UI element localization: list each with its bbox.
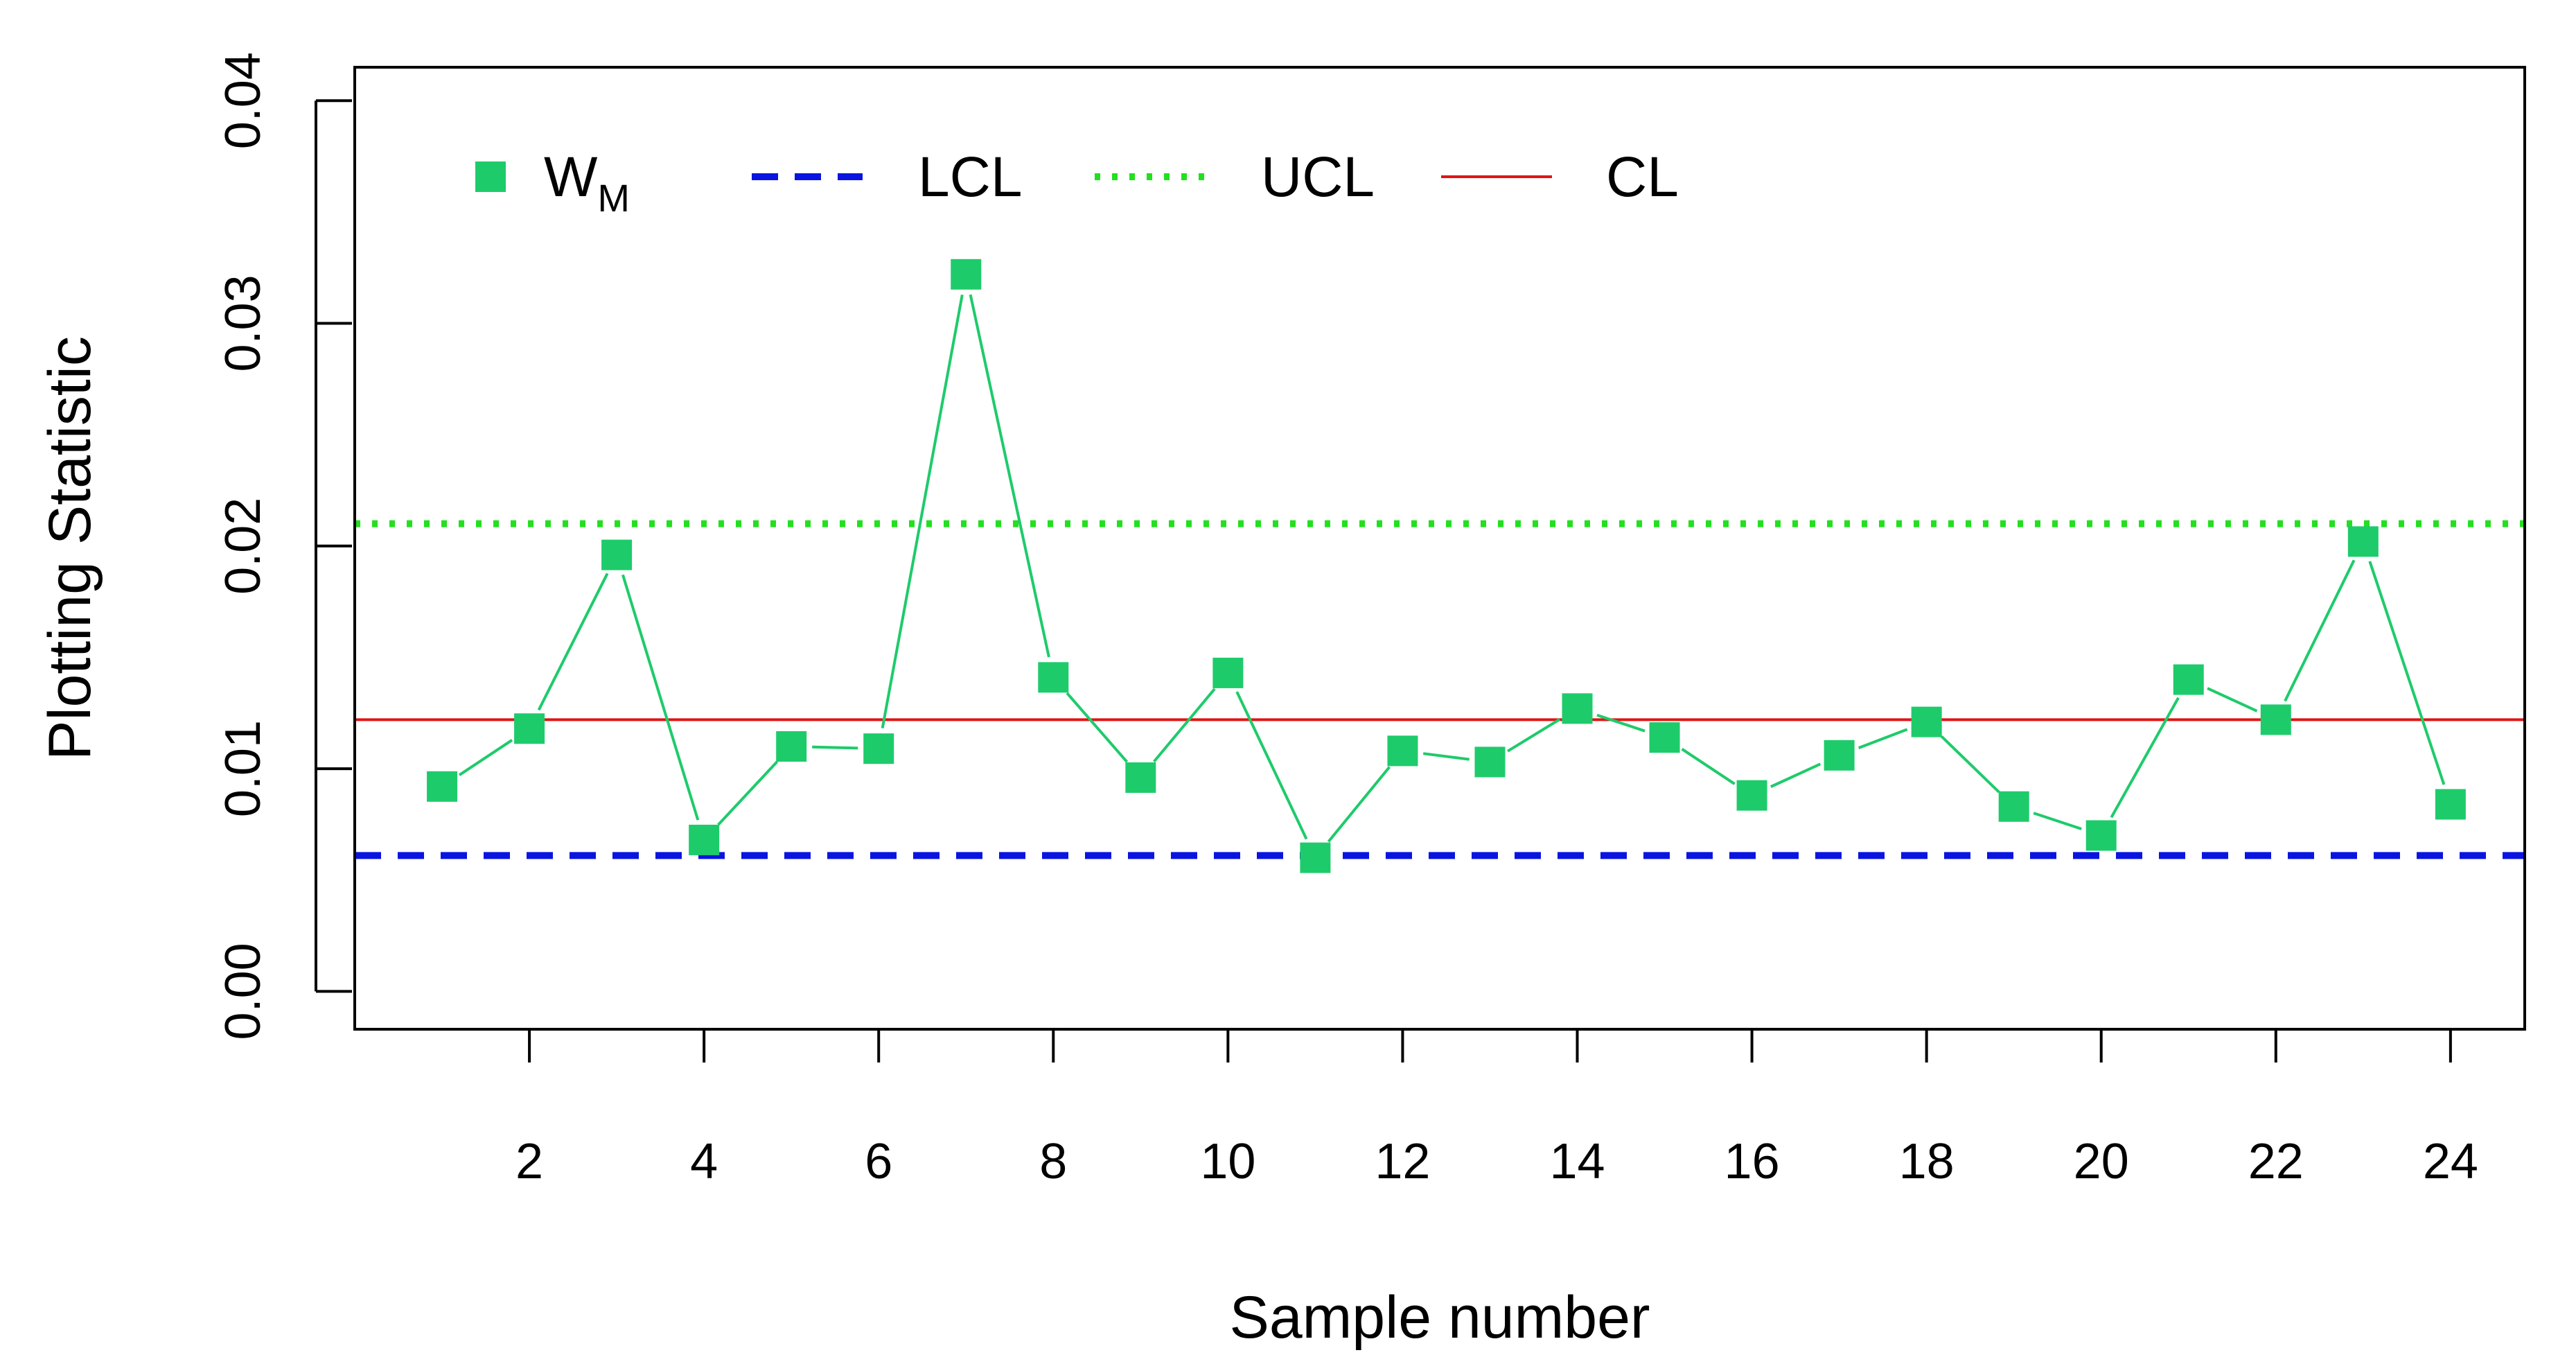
series-segment: [1940, 735, 2000, 794]
data-point: [1824, 740, 1855, 771]
series-segment: [881, 294, 964, 729]
series-lines: [458, 294, 2446, 843]
y-tick-label: 0.03: [215, 274, 271, 371]
x-tick-label: 22: [2248, 1134, 2304, 1189]
series-segment: [2207, 687, 2258, 712]
y-tick-label: 0.04: [215, 52, 271, 149]
data-point: [951, 259, 982, 290]
data-point: [601, 539, 633, 570]
series-segment: [1858, 728, 1908, 749]
x-tick-label: 4: [690, 1134, 718, 1189]
legend-label-lcl: LCL: [918, 146, 1022, 209]
data-point: [1212, 657, 1244, 688]
series-segment: [1507, 718, 1560, 753]
x-tick-label: 18: [1899, 1134, 1955, 1189]
data-point: [1911, 706, 1942, 737]
series-segment: [537, 572, 609, 711]
data-point: [2260, 704, 2291, 735]
data-point: [1562, 693, 1593, 724]
data-point: [1649, 722, 1680, 753]
data-point: [2435, 789, 2466, 820]
data-point: [2173, 664, 2204, 695]
y-axis-title: Plotting Statistic: [37, 336, 103, 760]
series-segment: [2033, 812, 2082, 830]
legend-label-main: W: [544, 146, 598, 209]
legend-item-cl: CL: [1441, 146, 1679, 209]
series-segment: [2110, 697, 2180, 819]
data-point: [1474, 746, 1506, 778]
y-tick-label: 0.01: [215, 720, 271, 817]
legend-label-wm: WM: [544, 146, 630, 220]
x-axis: 2 4 6 8 10 12 14 16 18 20 22 24: [515, 1028, 2478, 1189]
series-segment: [717, 760, 779, 826]
series-segment: [1153, 688, 1216, 763]
series-points: [427, 259, 2466, 873]
series-segment: [2284, 559, 2356, 702]
x-tick-label: 10: [1200, 1134, 1255, 1189]
y-tick-label: 0.02: [215, 498, 271, 595]
x-tick-label: 24: [2423, 1134, 2478, 1189]
x-axis-title: Sample number: [1229, 1284, 1650, 1351]
data-point: [1038, 662, 1069, 693]
reference-lines: [355, 520, 2525, 859]
series-segment: [1235, 691, 1308, 840]
x-tick-label: 8: [1039, 1134, 1067, 1189]
legend-item-ucl: UCL: [1095, 146, 1375, 209]
data-point: [1736, 780, 1767, 811]
data-point: [514, 713, 545, 744]
series-segment: [458, 739, 513, 776]
legend-item-wm: WM: [475, 146, 630, 220]
legend-label-subscript: M: [597, 176, 630, 220]
x-tick-label: 2: [515, 1134, 543, 1189]
series-segment: [1066, 692, 1129, 763]
series-segment: [1327, 766, 1391, 843]
data-point: [863, 733, 894, 764]
data-point: [1998, 791, 2029, 822]
series-segment: [1422, 752, 1470, 761]
data-point: [427, 771, 458, 802]
x-tick-label: 16: [1724, 1134, 1780, 1189]
series-segment: [969, 294, 1050, 658]
y-tick-label: 0.00: [215, 943, 271, 1040]
series-segment: [812, 745, 858, 750]
data-point: [689, 824, 720, 855]
legend: WM LCL UCL CL: [475, 146, 1679, 220]
x-tick-label: 6: [865, 1134, 892, 1189]
data-point: [1125, 762, 1156, 793]
data-point: [776, 731, 807, 762]
series-segment: [1770, 762, 1821, 788]
series-segment: [1681, 748, 1736, 785]
legend-item-lcl: LCL: [752, 146, 1022, 209]
legend-label-ucl: UCL: [1261, 146, 1375, 209]
series-segment: [621, 574, 700, 821]
legend-symbol-wm: [475, 161, 506, 192]
series-segment: [2368, 561, 2446, 785]
data-point: [2347, 526, 2379, 557]
legend-label-cl: CL: [1606, 146, 1679, 209]
plot-frame: [353, 66, 2526, 1031]
data-point: [1300, 842, 1331, 873]
y-axis: 0.00 0.01 0.02 0.03 0.04: [215, 52, 352, 1040]
data-point: [1387, 735, 1418, 767]
series-segment: [1596, 713, 1646, 733]
data-point: [2085, 820, 2117, 851]
x-tick-label: 14: [1549, 1134, 1605, 1189]
x-tick-label: 20: [2074, 1134, 2129, 1189]
x-tick-label: 12: [1375, 1134, 1430, 1189]
